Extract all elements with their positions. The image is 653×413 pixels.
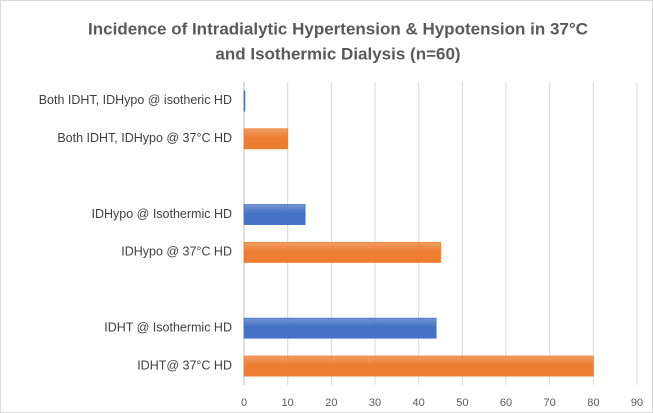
bar: [243, 355, 594, 377]
y-tick-label: IDHT @ Isothermic HD: [104, 320, 232, 334]
x-tick-label: 20: [325, 397, 337, 409]
x-tick-label: 30: [369, 397, 381, 409]
chart-title: Incidence of Intradialytic Hypertension …: [88, 19, 588, 38]
x-tick-label: 70: [544, 397, 556, 409]
x-tick-label: 60: [500, 397, 512, 409]
bar: [243, 90, 246, 112]
bar: [243, 242, 441, 263]
y-tick-label: IDHypo @ Isothermic HD: [92, 207, 233, 221]
x-tick-label: 40: [413, 397, 425, 409]
y-tick-label: Both IDHT, IDHypo @ 37°C HD: [57, 131, 232, 145]
x-tick-label: 0: [241, 397, 247, 409]
y-tick-label: IDHT@ 37°C HD: [137, 358, 232, 372]
x-tick-label: 80: [587, 397, 599, 409]
x-tick-label: 50: [456, 397, 468, 409]
x-tick-label: 10: [282, 397, 294, 409]
chart-title: and Isothermic Dialysis (n=60): [215, 44, 460, 63]
bar: [243, 317, 437, 339]
y-tick-label: IDHypo @ 37°C HD: [121, 245, 232, 259]
x-tick-label: 90: [631, 397, 643, 409]
bar: [243, 128, 289, 150]
bar: [243, 204, 306, 225]
y-tick-label: Both IDHT, IDHypo @ isotheric HD: [39, 93, 232, 107]
